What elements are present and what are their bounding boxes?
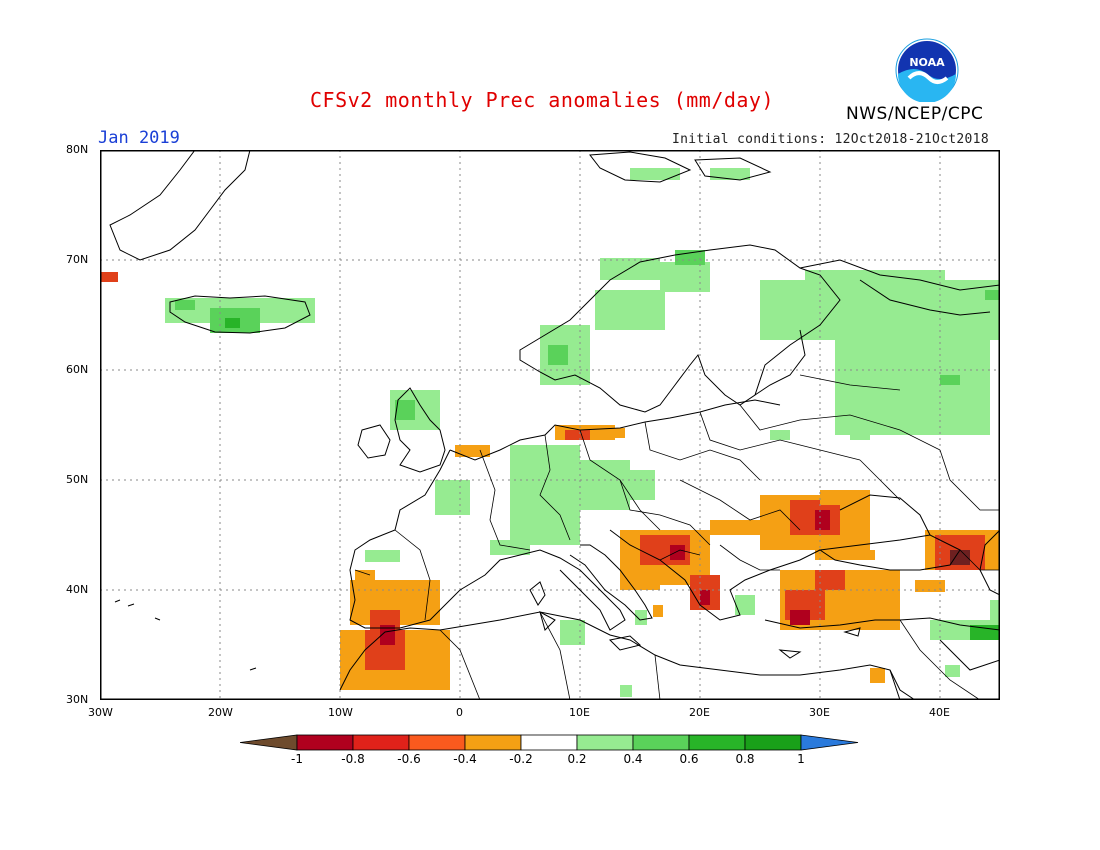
colorbar-label: -1 (291, 752, 303, 766)
map-frame (100, 150, 1000, 700)
colorbar-cell (632, 734, 690, 751)
colorbar-cell (464, 734, 522, 751)
wet-anomaly-cells (165, 168, 1000, 697)
lon-label-10e: 10E (569, 706, 590, 719)
colorbar-label: -0.4 (453, 752, 477, 766)
colorbar-arrow-low (240, 734, 298, 751)
lat-label-60n: 60N (66, 363, 89, 376)
colorbar-cell (408, 734, 466, 751)
initial-conditions: Initial conditions: 12Oct2018-21Oct2018 (672, 132, 989, 147)
anomaly-map (100, 150, 1000, 700)
lon-label-40e: 40E (929, 706, 950, 719)
colorbar-label: -0.6 (397, 752, 421, 766)
lon-label-20w: 20W (208, 706, 233, 719)
lat-label-50n: 50N (66, 473, 89, 486)
colorbar-cell (520, 734, 578, 751)
lon-label-30e: 30E (809, 706, 830, 719)
lat-label-80n: 80N (66, 143, 89, 156)
logo-text: NOAA (909, 56, 945, 69)
colorbar-label: 1 (797, 752, 805, 766)
graticule (100, 150, 1000, 700)
colorbar-label: 0.4 (623, 752, 643, 766)
lon-label-0: 0 (456, 706, 463, 719)
colorbar-label: 0.6 (679, 752, 699, 766)
colorbar-cell (296, 734, 354, 751)
colorbar-cell (688, 734, 746, 751)
map-title: CFSv2 monthly Prec anomalies (mm/day) (310, 88, 775, 112)
colorbar-label: -0.8 (341, 752, 365, 766)
national-borders (354, 374, 1000, 700)
colorbar-label: 0.8 (735, 752, 755, 766)
noaa-logo-icon: NOAA (895, 38, 959, 102)
lat-label-40n: 40N (66, 583, 89, 596)
colorbar-cell (744, 734, 802, 751)
coastlines (109, 150, 1000, 700)
lat-label-70n: 70N (66, 253, 89, 266)
agency-label: NWS/NCEP/CPC (846, 104, 984, 124)
colorbar (240, 734, 859, 751)
lon-label-10w: 10W (328, 706, 353, 719)
colorbar-label: 0.2 (567, 752, 587, 766)
colorbar-arrow-high (800, 734, 859, 751)
lat-label-30n: 30N (66, 693, 89, 706)
lon-label-20e: 20E (689, 706, 710, 719)
forecast-month: Jan 2019 (98, 128, 180, 148)
colorbar-cell (576, 734, 634, 751)
colorbar-label: -0.2 (509, 752, 533, 766)
colorbar-cell (352, 734, 410, 751)
lon-label-30w: 30W (88, 706, 113, 719)
